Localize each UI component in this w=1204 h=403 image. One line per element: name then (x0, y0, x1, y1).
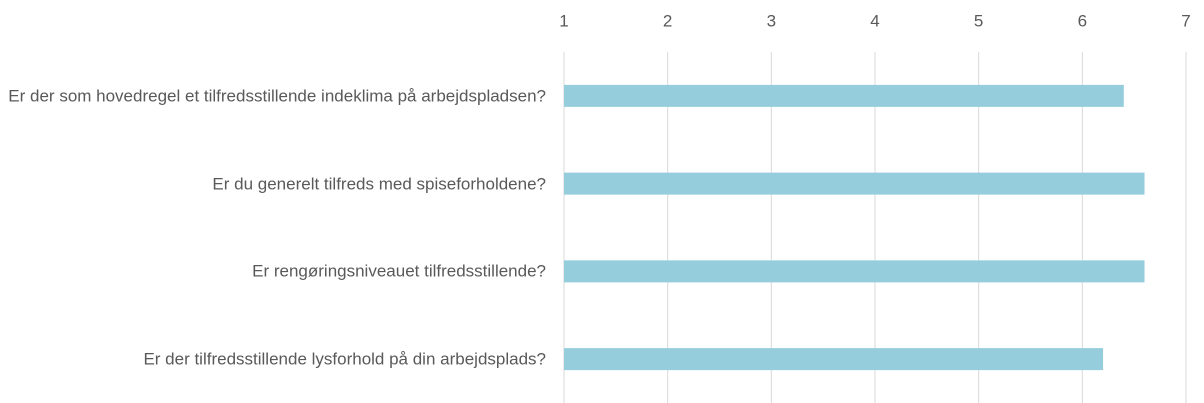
y-tick-label: Er der tilfredsstillende lysforhold på d… (143, 349, 546, 369)
x-tick-label: 7 (1181, 11, 1190, 30)
bar (564, 348, 1104, 371)
bar (564, 260, 1145, 283)
x-tick-label: 1 (559, 11, 568, 30)
y-tick-label: Er du generelt tilfreds med spiseforhold… (212, 174, 546, 194)
x-tick-label: 3 (767, 11, 776, 30)
x-tick-label: 5 (974, 11, 983, 30)
y-tick-label: Er der som hovedregel et tilfredsstillen… (8, 86, 546, 106)
x-tick-label: 2 (663, 11, 672, 30)
x-tick-label: 4 (870, 11, 879, 30)
x-tick-label: 6 (1078, 11, 1087, 30)
y-tick-label: Er rengøringsniveauet tilfredsstillende? (252, 261, 546, 281)
bar (564, 172, 1145, 195)
bar (564, 84, 1124, 107)
